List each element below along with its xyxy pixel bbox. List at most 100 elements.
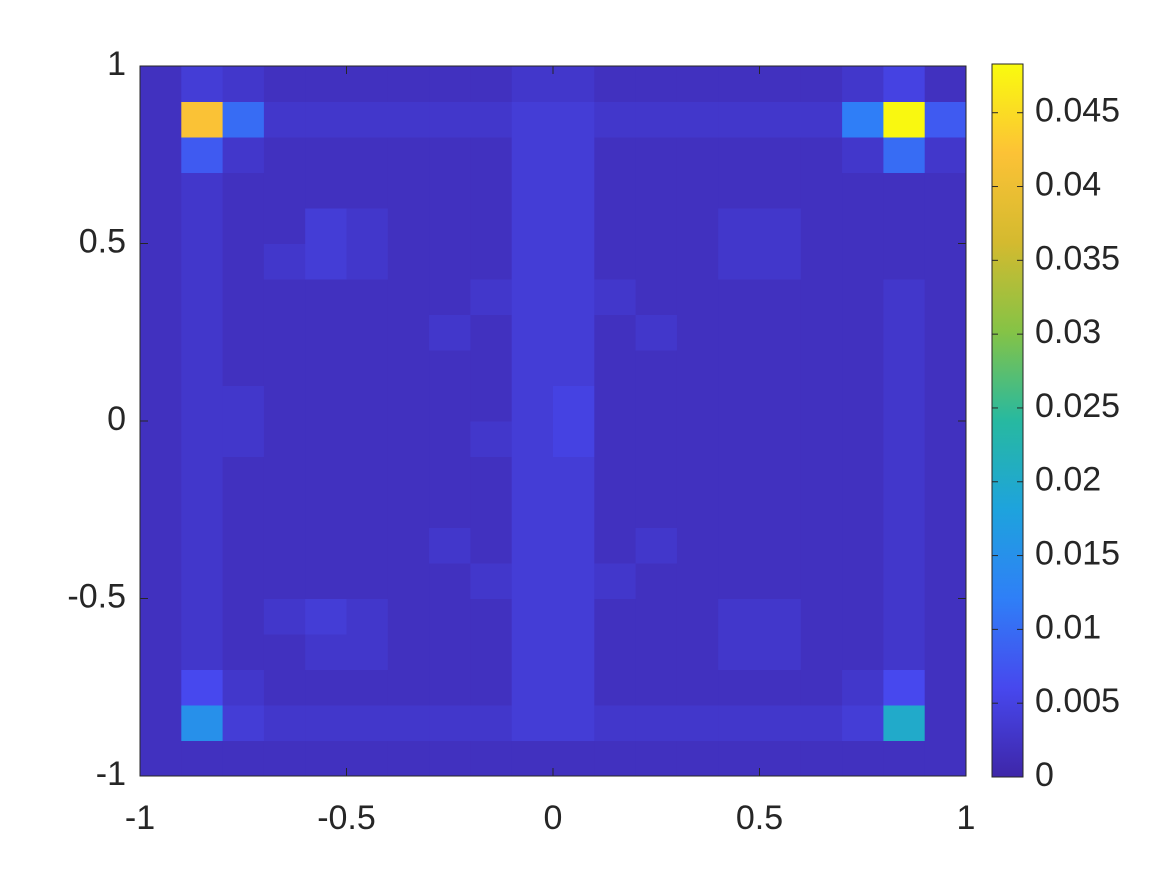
heatmap-cell (222, 456, 265, 493)
heatmap-cell (635, 669, 678, 706)
heatmap-cell (263, 172, 306, 209)
heatmap-cell (759, 385, 802, 422)
heatmap-cell (842, 492, 884, 528)
heatmap-cell (635, 421, 678, 457)
colorbar (991, 63, 1024, 778)
heatmap-cell (924, 705, 967, 741)
colorbar-tick-label: 0.025 (1035, 387, 1120, 425)
heatmap-cell (718, 669, 760, 706)
x-tick-label: 1 (957, 799, 976, 837)
heatmap-cell (718, 243, 760, 280)
heatmap-cell (594, 563, 637, 599)
heatmap-cell (759, 243, 802, 280)
heatmap-cell (429, 66, 471, 102)
heatmap-cell (842, 314, 884, 351)
heatmap-cell (346, 350, 389, 386)
heatmap-cell (553, 527, 595, 564)
heatmap-cell (263, 421, 306, 457)
heatmap-cell (718, 279, 760, 315)
heatmap-cell (263, 669, 306, 706)
heatmap-cell (429, 279, 471, 315)
heatmap-cell (222, 527, 265, 564)
heatmap-cell (718, 527, 760, 564)
heatmap-cell (346, 101, 389, 138)
heatmap-cell (263, 243, 306, 280)
heatmap-cell (429, 172, 471, 209)
heatmap-cell (924, 350, 967, 386)
heatmap-cell (635, 385, 678, 422)
heatmap-cell (305, 456, 347, 493)
heatmap-cell (842, 385, 884, 422)
heatmap-cell (470, 492, 513, 528)
heatmap-cell (676, 101, 719, 138)
heatmap-cell (140, 279, 182, 315)
y-tick-label: 0 (107, 400, 126, 438)
heatmap-cell (924, 527, 967, 564)
heatmap-cell (511, 66, 554, 102)
heatmap-cell (429, 385, 471, 422)
heatmap-cell (470, 101, 513, 138)
heatmap-cell (429, 421, 471, 457)
heatmap-cell (181, 669, 224, 706)
heatmap-cell (553, 66, 595, 102)
heatmap-cell (635, 172, 678, 209)
heatmap-cell (511, 243, 554, 280)
heatmap-cell (387, 563, 430, 599)
colorbar-tick-label: 0.045 (1035, 92, 1120, 130)
heatmap-cell (263, 137, 306, 173)
heatmap-cell (883, 456, 926, 493)
heatmap-cell (140, 385, 182, 422)
heatmap-cell (470, 350, 513, 386)
heatmap-cell (676, 385, 719, 422)
heatmap-cell (346, 172, 389, 209)
heatmap-cell (263, 350, 306, 386)
heatmap-cell (511, 350, 554, 386)
heatmap-cell (305, 350, 347, 386)
heatmap-cell (222, 243, 265, 280)
heatmap-cell (800, 527, 843, 564)
heatmap-cell (429, 314, 471, 351)
heatmap-cell (883, 740, 926, 777)
colorbar-tick-label: 0.01 (1035, 608, 1101, 646)
heatmap-cell (263, 456, 306, 493)
heatmap-cell (718, 705, 760, 741)
heatmap-cell (511, 101, 554, 138)
heatmap-cell (676, 456, 719, 493)
heatmap-cell (883, 598, 926, 635)
heatmap-cell (181, 634, 224, 670)
heatmap-cell (718, 172, 760, 209)
heatmap-cell (718, 137, 760, 173)
heatmap-cell (883, 527, 926, 564)
heatmap-cell (883, 350, 926, 386)
heatmap-cell (511, 172, 554, 209)
heatmap-cell (346, 243, 389, 280)
heatmap-cell (140, 172, 182, 209)
heatmap-cell (387, 492, 430, 528)
heatmap-cell (305, 563, 347, 599)
heatmap-cell (759, 137, 802, 173)
heatmap-cell (635, 598, 678, 635)
heatmap-cell (800, 279, 843, 315)
heatmap-cell (222, 137, 265, 173)
heatmap-cell (842, 598, 884, 635)
heatmap-cell (883, 66, 926, 102)
heatmap-cell (718, 421, 760, 457)
heatmap-cell (553, 137, 595, 173)
heatmap-cell (676, 669, 719, 706)
heatmap-cell (553, 208, 595, 244)
heatmap-cell (718, 563, 760, 599)
heatmap-cell (181, 314, 224, 351)
heatmap-cell (387, 66, 430, 102)
heatmap-cell (387, 279, 430, 315)
heatmap-cell (305, 208, 347, 244)
heatmap-cell (924, 740, 967, 777)
heatmap-cell (263, 527, 306, 564)
heatmap-cell (800, 705, 843, 741)
heatmap-cell (842, 172, 884, 209)
heatmap-cell (181, 705, 224, 741)
heatmap-cell (842, 350, 884, 386)
heatmap-cell (470, 669, 513, 706)
heatmap-cell (759, 314, 802, 351)
heatmap-cell (387, 669, 430, 706)
heatmap-cell (511, 385, 554, 422)
